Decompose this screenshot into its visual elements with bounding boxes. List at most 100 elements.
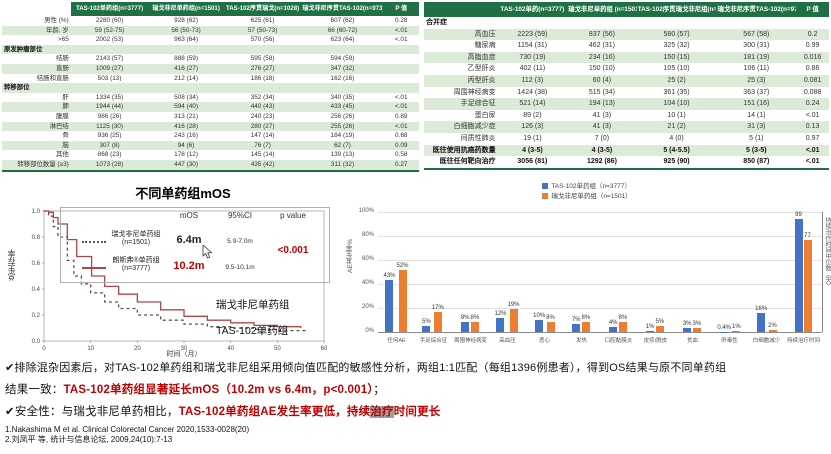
table-cell: 126 (3)	[521, 123, 544, 131]
legend-text: TAS-102单药组（n=3777）	[551, 183, 631, 190]
table-cell: 313 (21)	[174, 112, 198, 120]
bar-group: 8% 8%	[452, 212, 489, 332]
table-row: >65 2002 (53) 963 (64) 570 (56) 623 (64) <.01	[2, 35, 419, 45]
table-cell: 963 (64)	[174, 36, 198, 44]
bar-value-label: 8%	[618, 315, 628, 322]
table-cell: 0.13	[805, 123, 820, 131]
bar-column: 5%	[422, 212, 431, 332]
table-cell	[148, 45, 223, 55]
bar-column: 16%	[755, 212, 767, 332]
table-cell: 31 (3)	[747, 123, 766, 131]
table-row: 男性 (%) 2280 (60) 928 (62) 625 (61) 607 (62) 0…	[2, 16, 419, 26]
legend-text: 瑞戈非尼单药组（n=1501）	[551, 192, 632, 200]
bar-y-ticks: 100% 80% 60% 40% 20% 0%	[344, 181, 374, 361]
bar-x-labels: 任何AE 手足综合征 周围神经病变 高血压 恶心 发热 口腔黏膜炎 皮疹/脱皮 贫血 肝毒性 白细胞…	[378, 336, 822, 344]
table-cell: 5 (1)	[749, 134, 764, 142]
table-cell: 4 (3-5)	[591, 146, 613, 154]
column-header: TAS-102单药(n=3777)	[497, 2, 568, 17]
column-header: 瑞戈非尼序贯TAS-102(n=973)	[716, 2, 797, 17]
bar-value-label: 2%	[768, 322, 777, 329]
table-cell: 112 (3)	[521, 76, 544, 84]
table-cell: 307 (8)	[99, 141, 120, 149]
legend-n: (n=3777)	[121, 265, 151, 273]
column-header: TAS-102单药组(n=3777)	[70, 2, 149, 16]
bar-column: 52%	[397, 212, 409, 332]
table-cell: 837 (56)	[588, 30, 615, 38]
table-cell: 139 (13)	[330, 151, 355, 159]
table-cell: 62 (7)	[334, 141, 351, 149]
table-cell	[796, 17, 829, 29]
table-cell: <.01	[394, 93, 408, 101]
row-label: 结肠和直肠	[36, 74, 69, 82]
table-cell: 41 (3)	[592, 123, 612, 131]
table-row: 糖尿病 1154 (31) 462 (31) 325 (32) 300 (31) 0.99	[424, 40, 829, 52]
table-cell: 363 (37)	[743, 88, 770, 96]
table-cell: 0.68	[395, 132, 408, 140]
row-label: 肺	[62, 103, 69, 111]
baseline-characteristics-table: TAS-102单药组(n=3777) 瑞戈非尼单药组(n=1501) TAS-102…	[2, 2, 419, 172]
table-cell: 178 (12)	[174, 151, 198, 159]
row-label: 手足综合征	[460, 100, 496, 108]
category-label: 皮疹/脱皮	[643, 338, 668, 344]
km-curve-tas102	[44, 210, 302, 328]
table-cell: 104 (10)	[663, 100, 690, 108]
category-label: 白细胞减少	[752, 338, 781, 344]
column-header	[424, 2, 498, 17]
km-mos-tas102: 10.2m	[173, 260, 205, 272]
bar	[683, 328, 692, 332]
bar-value-label: 43%	[383, 273, 396, 280]
bar	[609, 327, 618, 332]
legend-label-tas102: 朗斯弗®单药组 (n=3777)	[106, 257, 166, 274]
bar	[572, 323, 581, 332]
table-cell: 66 (60-72)	[327, 26, 358, 34]
table-cell: 184 (19)	[330, 132, 355, 140]
table-cell	[301, 83, 383, 93]
references: 1.Nakashima M et al. Clinical Colorectal…	[5, 425, 827, 446]
km-y-tick-label: 0.4	[32, 287, 41, 293]
row-label: 肝	[62, 93, 69, 101]
bar-column: 8%	[618, 212, 628, 332]
column-header: TAS-102序贯瑞戈非尼组(n=1028)	[636, 2, 717, 17]
bar	[581, 322, 590, 332]
table-cell: 623 (64)	[330, 36, 355, 44]
row-label: 年龄, 岁	[46, 26, 69, 34]
row-label: 周围神经病变	[453, 88, 496, 96]
table-row: 肺 1944 (44) 594 (40) 440 (43) 433 (45) <.01	[2, 102, 419, 112]
bar-value-label: 99	[795, 212, 802, 218]
bar-y-tick-label: 0%	[365, 328, 374, 334]
table-cell: <.01	[805, 111, 820, 119]
table-cell: 595 (58)	[250, 55, 275, 63]
bar-column: 7%	[572, 212, 581, 332]
bar-value-label: 3%	[692, 321, 702, 328]
table-cell: 1125 (30)	[96, 122, 123, 130]
table-cell: 0.58	[395, 151, 408, 159]
table-row: 转移部位	[2, 83, 419, 93]
table-cell: 503 (13)	[97, 74, 122, 82]
table-cell: 1154 (31)	[517, 42, 548, 50]
row-label: 脑	[62, 141, 69, 149]
bar-value-label: 4%	[608, 320, 618, 327]
table-cell	[567, 17, 637, 29]
row-label: 既往任何靶向治疗	[439, 158, 496, 166]
table-cell: 280 (27)	[250, 122, 275, 130]
mouse-cursor	[202, 245, 213, 259]
bar-plot-area: 43% 52% 5% 17% 8% 8% 12% 19% 10% 8% 7% 8% 4% 8% 1% 5% 3%…	[378, 212, 823, 333]
row-label: 合并症	[426, 19, 447, 26]
category-label: 肝毒性	[721, 338, 738, 344]
line3-red-a: TAS-102单药组AE发生率更低，持续	[178, 406, 371, 419]
table-cell: 256 (26)	[330, 112, 355, 120]
table-cell: 1073 (28)	[95, 160, 124, 168]
bar	[803, 239, 812, 332]
table-cell: 435 (42)	[250, 160, 275, 168]
table-cell	[383, 64, 419, 74]
line3-gray-highlight: 治疗	[370, 406, 394, 419]
table-cell: 25 (2)	[667, 76, 686, 84]
km-plot: 1.0 0.8 0.6 0.4 0.2 0.00 10 20 30 40 50 60	[32, 209, 328, 352]
bar-y-tick-label: 20%	[361, 304, 374, 310]
table-cell: 1009 (27)	[95, 64, 124, 72]
bar-group: 5% 17%	[415, 212, 452, 332]
table-cell: 515 (34)	[588, 88, 615, 96]
table-cell: 56 (50-73)	[171, 26, 201, 34]
legend-line-regorafenib	[82, 241, 106, 243]
table-cell: 625 (61)	[250, 17, 275, 24]
